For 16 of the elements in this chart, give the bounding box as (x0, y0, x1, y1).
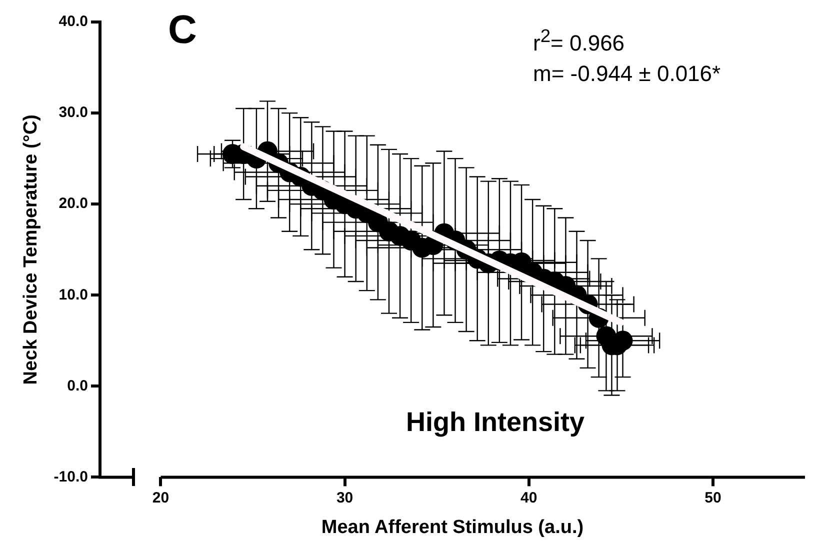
y-tick-label: -10.0 (54, 468, 88, 486)
x-tick-label: 40 (520, 489, 538, 506)
y-tick-label: 10.0 (58, 286, 88, 304)
x-tick-label: 30 (336, 489, 354, 506)
annotation: r$^{2}$= 0.966 (533, 25, 625, 56)
x-axis-title: Mean Afferent Stimulus (a.u.) (321, 516, 584, 538)
x-tick-label: 20 (152, 489, 170, 506)
annotation: C (168, 8, 197, 52)
annotation: High Intensity (406, 407, 585, 438)
y-tick-label: 30.0 (58, 104, 88, 122)
y-tick-label: 40.0 (58, 13, 88, 30)
x-tick-label: 50 (704, 489, 722, 506)
y-tick-label: 20.0 (58, 195, 88, 212)
y-axis-title: Neck Device Temperature (°C) (20, 114, 42, 385)
y-tick-label: 0.0 (67, 377, 88, 394)
annotation: m= -0.944 ± 0.016* (533, 61, 721, 86)
